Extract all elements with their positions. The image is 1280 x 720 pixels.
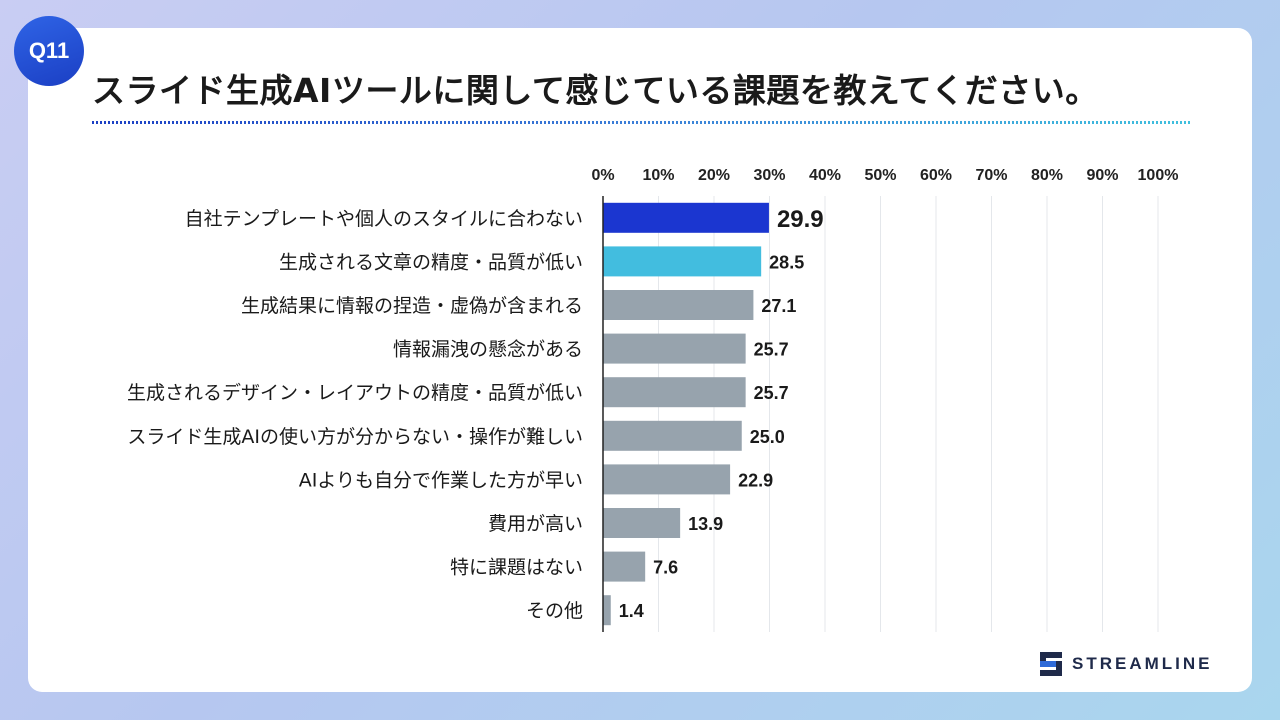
category-label: スライド生成AIの使い方が分からない・操作が難しい	[127, 426, 583, 448]
category-label: AIよりも自分で作業した方が早い	[299, 469, 583, 491]
x-tick-label: 50%	[864, 167, 896, 184]
category-label: 費用が高い	[488, 513, 583, 535]
value-label: 25.7	[754, 340, 789, 360]
value-label: 13.9	[688, 514, 723, 534]
value-label: 7.6	[653, 558, 678, 578]
bar	[603, 551, 646, 582]
category-labels: 自社テンプレートや個人のスタイルに合わない生成される文章の精度・品質が低い生成結…	[127, 208, 583, 622]
bar	[603, 333, 746, 364]
x-tick-label: 80%	[1031, 167, 1063, 184]
x-tick-label: 20%	[698, 167, 730, 184]
bar	[603, 595, 611, 626]
category-label: 情報漏洩の懸念がある	[393, 338, 583, 361]
x-tick-label: 60%	[920, 167, 952, 184]
brand-logo: STREAMLINE	[1040, 652, 1213, 676]
bar	[603, 508, 681, 538]
page-title: スライド生成AIツールに関して感じている課題を教えてください。	[92, 71, 1099, 110]
value-label: 25.7	[754, 383, 789, 403]
category-label: 生成されるデザイン・レイアウトの精度・品質が低い	[127, 382, 583, 404]
bar	[603, 202, 769, 233]
x-axis-ticks: 0% 10% 20% 30% 40% 50% 60% 70% 80% 90% 100%	[591, 167, 1178, 184]
bar	[603, 464, 731, 495]
bar	[603, 290, 754, 320]
category-label: 特に課題はない	[450, 557, 583, 579]
value-label: 29.9	[777, 206, 824, 233]
value-labels: 29.9 28.5 27.1 25.7 25.7 25.0 22.9 13.9 7.6 1.4	[619, 206, 824, 621]
x-tick-label: 90%	[1086, 167, 1118, 184]
category-label: その他	[526, 600, 583, 622]
x-tick-label: 70%	[975, 167, 1007, 184]
x-tick-label: 40%	[809, 167, 841, 184]
bar	[603, 420, 742, 451]
x-tick-label: 10%	[642, 167, 674, 184]
value-label: 22.9	[738, 470, 773, 490]
x-tick-label: 0%	[591, 167, 614, 184]
category-label: 自社テンプレートや個人のスタイルに合わない	[185, 208, 583, 230]
bar	[603, 246, 762, 277]
question-badge: Q11	[14, 16, 84, 86]
chart-gridlines	[658, 196, 1159, 632]
streamline-logo-icon	[1040, 652, 1062, 676]
value-label: 27.1	[761, 296, 796, 316]
x-tick-label: 30%	[753, 167, 785, 184]
value-label: 1.4	[619, 601, 644, 621]
x-tick-label: 100%	[1138, 167, 1179, 184]
value-label: 25.0	[750, 427, 785, 447]
category-label: 生成結果に情報の捏造・虚偽が含まれる	[241, 295, 583, 317]
category-label: 生成される文章の精度・品質が低い	[279, 251, 583, 273]
brand-name: STREAMLINE	[1072, 654, 1213, 673]
chart-bars	[603, 202, 769, 626]
title-divider	[92, 121, 1190, 124]
bar	[603, 377, 746, 408]
value-label: 28.5	[769, 252, 804, 272]
